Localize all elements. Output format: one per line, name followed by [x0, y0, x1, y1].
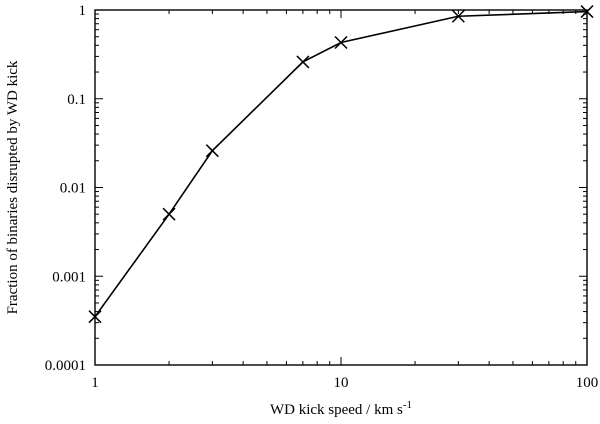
- x-axis-label: WD kick speed / km s-1: [270, 399, 412, 418]
- x-tick-label: 10: [334, 375, 349, 391]
- axis-ticks: [94, 9, 588, 366]
- series-line: [94, 10, 588, 318]
- data-point-marker: [296, 55, 310, 69]
- y-tick-label: 0.0001: [45, 358, 86, 374]
- data-point-marker: [334, 35, 348, 50]
- tick-labels: 1 10 100 0.0001 0.001 0.01 0.1 1: [45, 3, 599, 391]
- y-tick-label: 0.1: [67, 92, 86, 108]
- y-axis-label: Fraction of binaries disrupted by WD kic…: [5, 60, 21, 314]
- data-point-marker: [451, 9, 465, 23]
- data-point-marker: [162, 207, 176, 221]
- x-tick-label: 100: [576, 375, 599, 391]
- y-tick-label: 1: [79, 3, 87, 19]
- y-tick-label: 0.001: [52, 269, 86, 285]
- data-point-marker: [205, 144, 219, 158]
- plot-frame: [94, 9, 588, 366]
- y-tick-label: 0.01: [60, 181, 86, 197]
- x-axis-label-superscript: -1: [403, 399, 412, 411]
- x-axis-label-text: WD kick speed / km s: [270, 402, 403, 418]
- x-tick-label: 1: [91, 375, 99, 391]
- data-series: [88, 5, 594, 324]
